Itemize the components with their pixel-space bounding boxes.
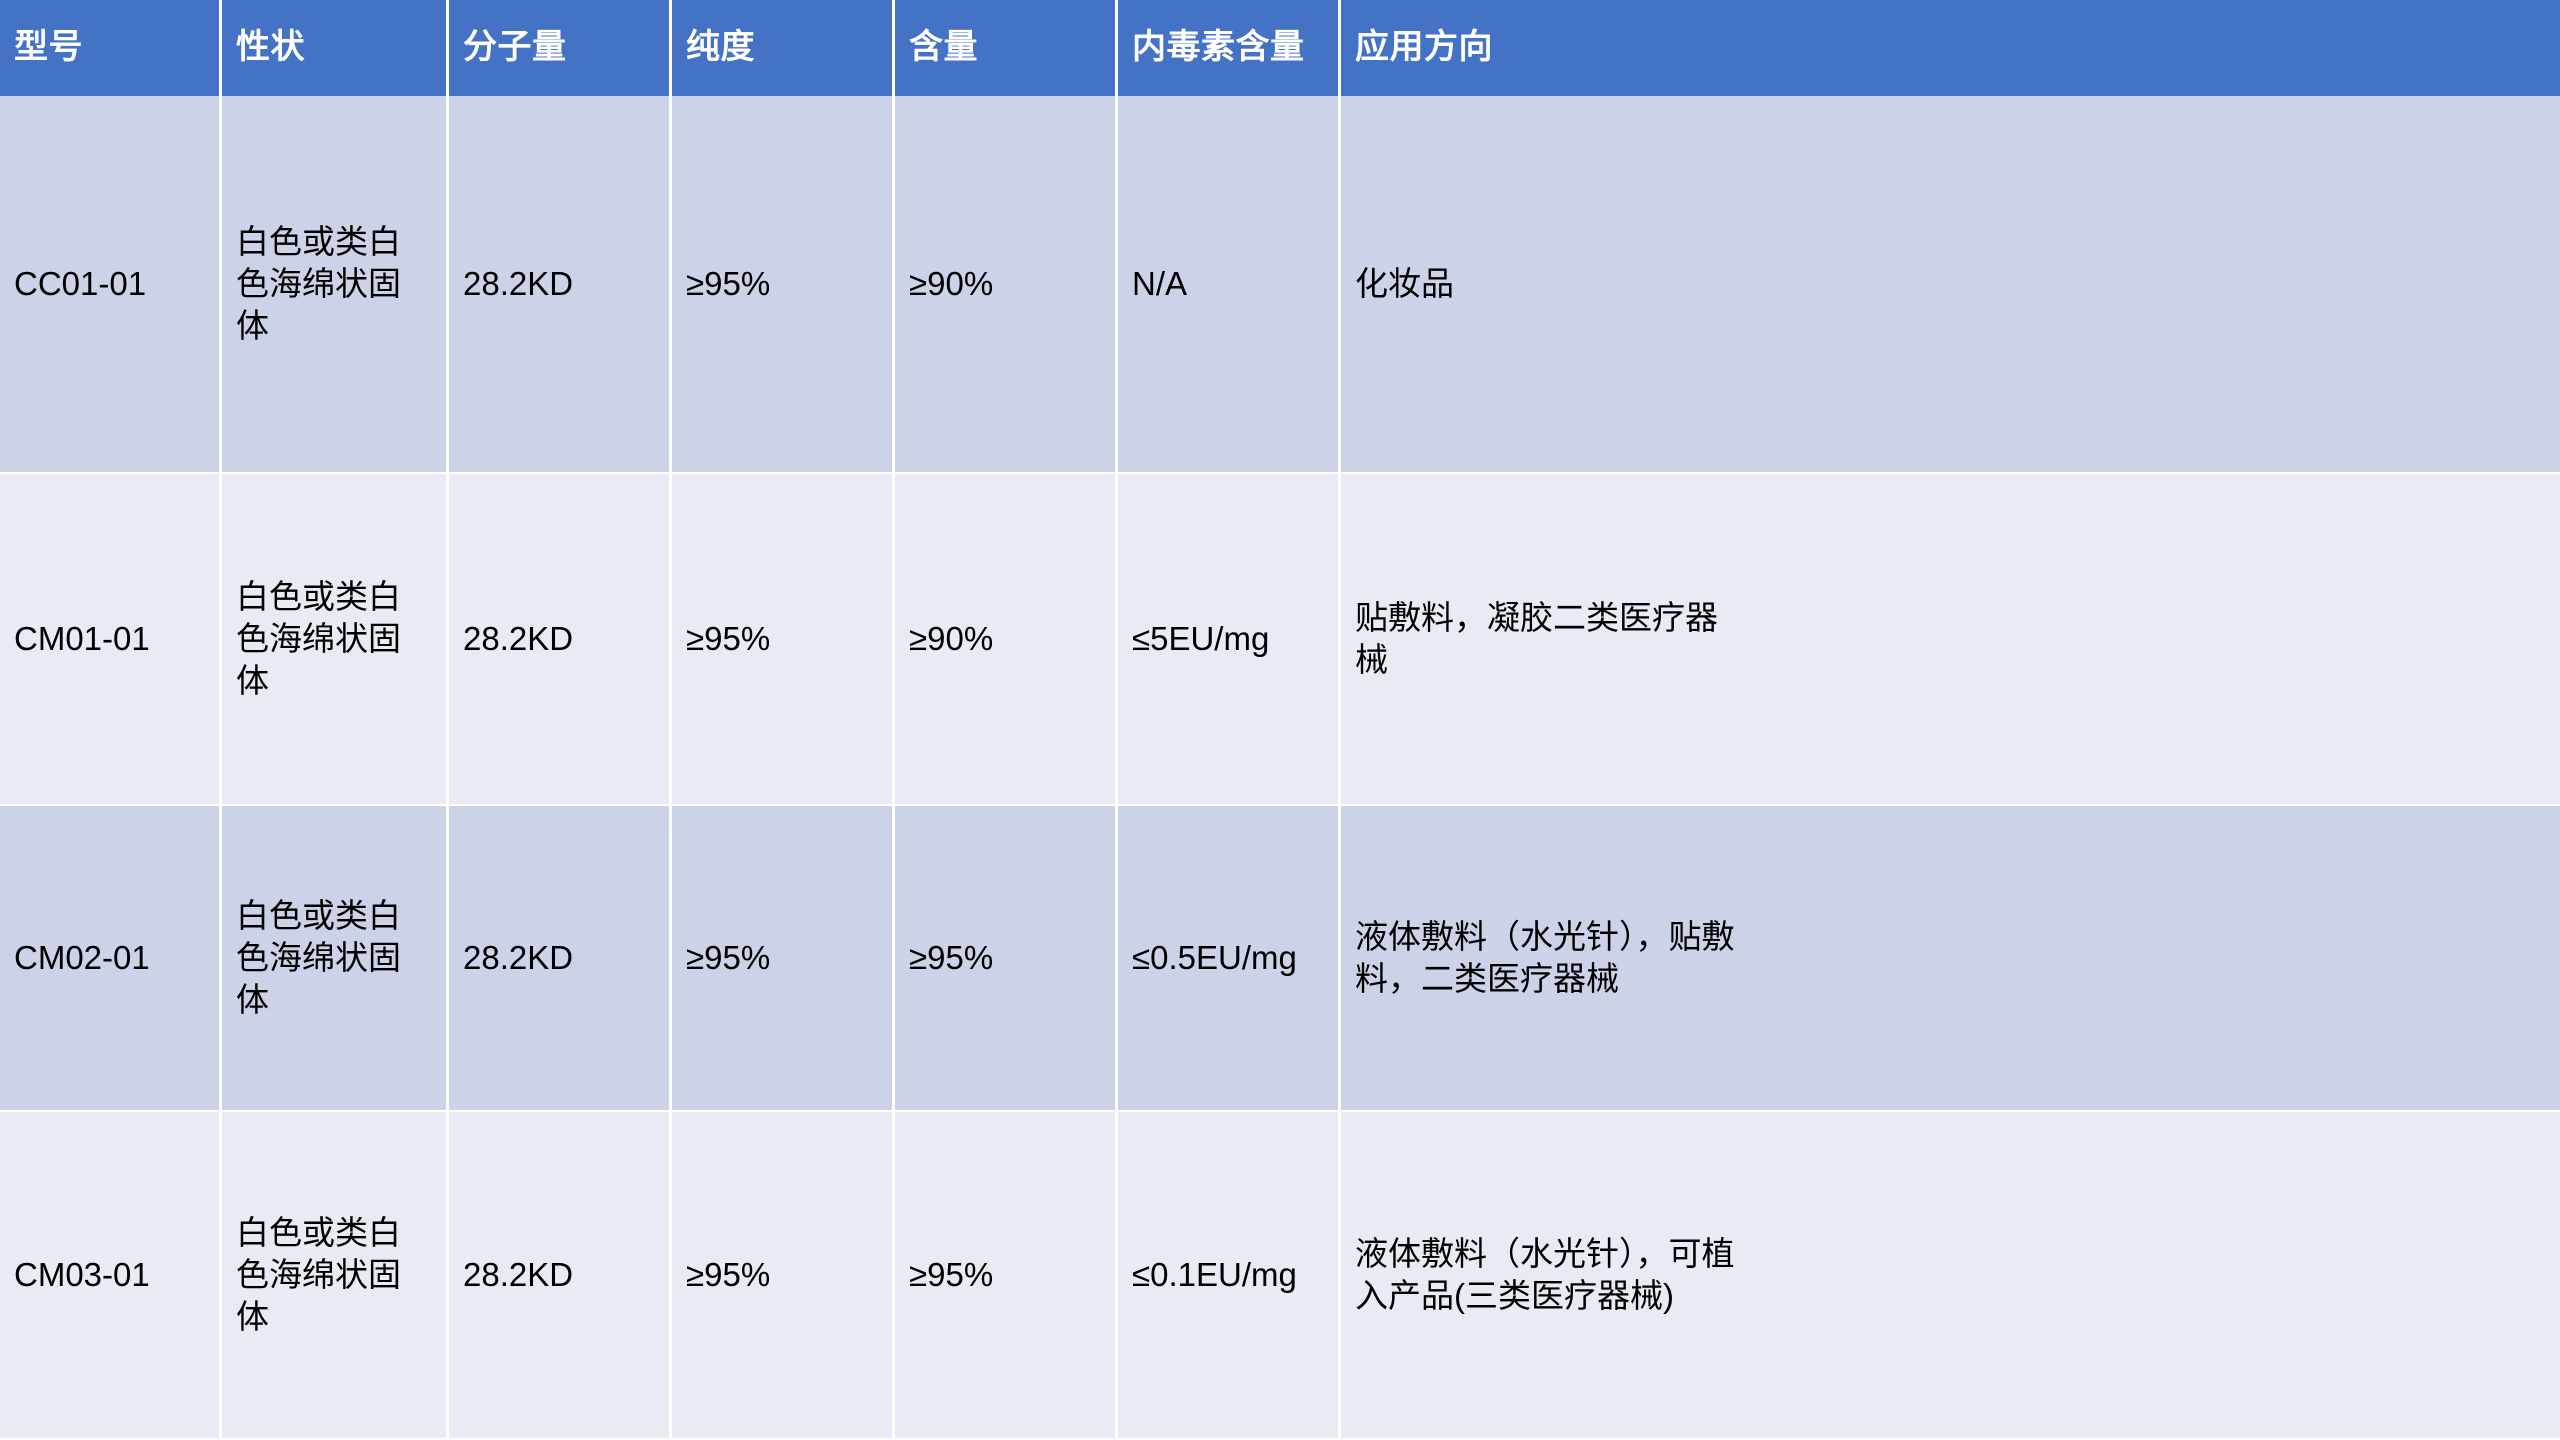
column-header-appearance: 性状	[222, 0, 449, 96]
column-header-endotoxin-label: 内毒素含量	[1132, 28, 1305, 67]
cell-model: CM02-01	[0, 806, 222, 1112]
cell-model-text: CC01-01	[14, 264, 147, 302]
column-header-molecular-weight-label: 分子量	[463, 28, 567, 67]
cell-molecular-weight-text: 28.2KD	[463, 619, 574, 657]
cell-content-text: ≥90%	[909, 619, 994, 657]
cell-purity: ≥95%	[672, 474, 895, 806]
cell-model: CM01-01	[0, 474, 222, 806]
column-header-application: 应用方向	[1341, 0, 2560, 96]
cell-purity: ≥95%	[672, 806, 895, 1112]
cell-purity-text: ≥95%	[686, 264, 771, 302]
column-header-purity-label: 纯度	[686, 28, 755, 67]
cell-appearance: 白色或类白色海绵状固体	[222, 96, 449, 474]
table-row: CM02-01 白色或类白色海绵状固体 28.2KD ≥95% ≥95% ≤0.…	[0, 806, 2560, 1112]
cell-application: 液体敷料（水光针），贴敷料，二类医疗器械	[1341, 806, 2560, 1112]
cell-application-text: 液体敷料（水光针），贴敷料，二类医疗器械	[1355, 917, 1735, 997]
table-row: CC01-01 白色或类白色海绵状固体 28.2KD ≥95% ≥90% N/A…	[0, 96, 2560, 474]
column-header-content-label: 含量	[909, 28, 978, 67]
cell-appearance: 白色或类白色海绵状固体	[222, 806, 449, 1112]
column-header-model-label: 型号	[14, 28, 83, 67]
cell-application-text: 化妆品	[1355, 264, 1454, 302]
cell-appearance-text: 白色或类白色海绵状固体	[236, 896, 401, 1019]
cell-endotoxin-text: ≤5EU/mg	[1132, 619, 1270, 657]
cell-molecular-weight: 28.2KD	[449, 474, 672, 806]
cell-model-text: CM03-01	[14, 1255, 150, 1293]
cell-endotoxin: ≤0.1EU/mg	[1118, 1112, 1341, 1440]
cell-model-text: CM02-01	[14, 938, 150, 976]
cell-model-text: CM01-01	[14, 619, 150, 657]
column-header-endotoxin: 内毒素含量	[1118, 0, 1341, 96]
cell-appearance-text: 白色或类白色海绵状固体	[236, 577, 401, 700]
cell-content: ≥95%	[895, 1112, 1118, 1440]
cell-endotoxin: N/A	[1118, 96, 1341, 474]
cell-molecular-weight: 28.2KD	[449, 806, 672, 1112]
table-row: CM01-01 白色或类白色海绵状固体 28.2KD ≥95% ≥90% ≤5E…	[0, 474, 2560, 806]
cell-application: 贴敷料，凝胶二类医疗器械	[1341, 474, 2560, 806]
column-header-appearance-label: 性状	[236, 28, 305, 67]
cell-endotoxin-text: ≤0.1EU/mg	[1132, 1255, 1297, 1293]
cell-appearance-text: 白色或类白色海绵状固体	[236, 222, 401, 345]
cell-endotoxin-text: ≤0.5EU/mg	[1132, 938, 1297, 976]
column-header-molecular-weight: 分子量	[449, 0, 672, 96]
cell-appearance: 白色或类白色海绵状固体	[222, 474, 449, 806]
column-header-content: 含量	[895, 0, 1118, 96]
cell-content: ≥90%	[895, 96, 1118, 474]
cell-purity-text: ≥95%	[686, 938, 771, 976]
cell-endotoxin-text: N/A	[1132, 264, 1188, 302]
cell-application: 化妆品	[1341, 96, 2560, 474]
table-header-row: 型号 性状 分子量 纯度 含量 内毒素含量 应用方向	[0, 0, 2560, 96]
cell-content: ≥90%	[895, 474, 1118, 806]
cell-molecular-weight-text: 28.2KD	[463, 1255, 574, 1293]
cell-content-text: ≥90%	[909, 264, 994, 302]
cell-molecular-weight: 28.2KD	[449, 96, 672, 474]
cell-model: CM03-01	[0, 1112, 222, 1440]
cell-content-text: ≥95%	[909, 938, 994, 976]
cell-endotoxin: ≤0.5EU/mg	[1118, 806, 1341, 1112]
cell-purity: ≥95%	[672, 96, 895, 474]
cell-molecular-weight-text: 28.2KD	[463, 938, 574, 976]
cell-content: ≥95%	[895, 806, 1118, 1112]
cell-appearance: 白色或类白色海绵状固体	[222, 1112, 449, 1440]
table-row: CM03-01 白色或类白色海绵状固体 28.2KD ≥95% ≥95% ≤0.…	[0, 1112, 2560, 1440]
cell-content-text: ≥95%	[909, 1255, 994, 1293]
column-header-model: 型号	[0, 0, 222, 96]
cell-appearance-text: 白色或类白色海绵状固体	[236, 1213, 401, 1336]
cell-model: CC01-01	[0, 96, 222, 474]
cell-application-text: 液体敷料（水光针），可植入产品(三类医疗器械)	[1355, 1234, 1735, 1314]
cell-application: 液体敷料（水光针），可植入产品(三类医疗器械)	[1341, 1112, 2560, 1440]
cell-purity-text: ≥95%	[686, 619, 771, 657]
column-header-application-label: 应用方向	[1355, 28, 1493, 67]
column-header-purity: 纯度	[672, 0, 895, 96]
cell-endotoxin: ≤5EU/mg	[1118, 474, 1341, 806]
cell-molecular-weight: 28.2KD	[449, 1112, 672, 1440]
cell-molecular-weight-text: 28.2KD	[463, 264, 574, 302]
cell-application-text: 贴敷料，凝胶二类医疗器械	[1355, 598, 1718, 678]
cell-purity-text: ≥95%	[686, 1255, 771, 1293]
cell-purity: ≥95%	[672, 1112, 895, 1440]
